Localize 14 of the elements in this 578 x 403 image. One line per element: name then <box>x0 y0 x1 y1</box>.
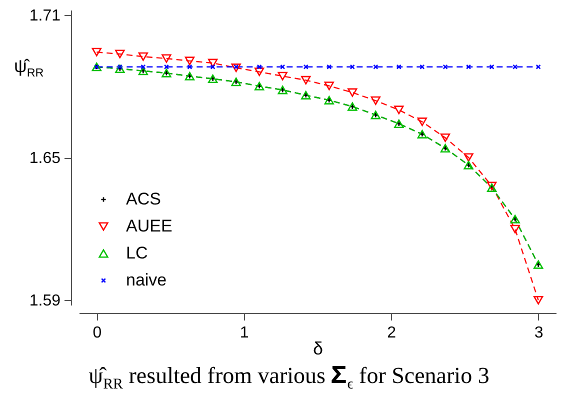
legend-label: AUEE <box>126 216 172 236</box>
y-tick-label: 1.65 <box>29 150 61 167</box>
x-axis-title: δ <box>312 338 324 358</box>
text: ψ̂$_{RR}$ resulted from various 𝚺$_{ϵ}$ for Scenario 3 <box>88 363 490 394</box>
x-tick-label: 2 <box>387 324 396 342</box>
legend-label: LC <box>126 244 148 262</box>
y-axis-title: ψ̂$_{RR}$ <box>14 56 44 80</box>
y-tick-label: 1.59 <box>29 292 61 310</box>
legend-label: naive <box>126 270 167 290</box>
y-tick-label: 1.71 <box>29 7 61 24</box>
x-tick-label: 1 <box>240 324 249 342</box>
x-tick-label: 0 <box>92 324 102 342</box>
legend-label: ACS <box>126 190 161 208</box>
x-tick-label: 3 <box>534 324 544 342</box>
